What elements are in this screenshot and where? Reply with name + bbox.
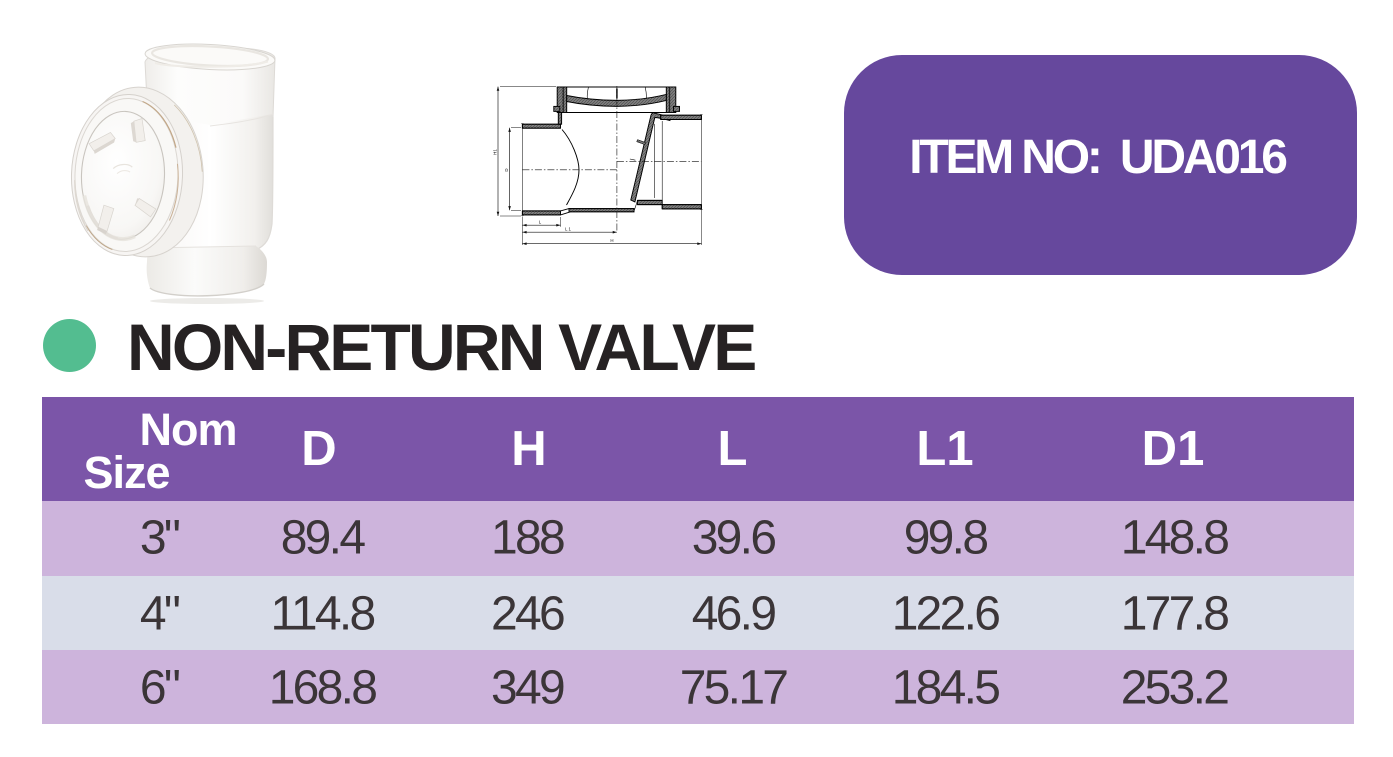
svg-text:L 1: L 1 xyxy=(565,227,571,232)
svg-text:H: H xyxy=(610,238,613,243)
svg-text:H1: H1 xyxy=(493,149,498,155)
svg-text:L: L xyxy=(539,220,542,225)
svg-text:D: D xyxy=(504,168,509,171)
